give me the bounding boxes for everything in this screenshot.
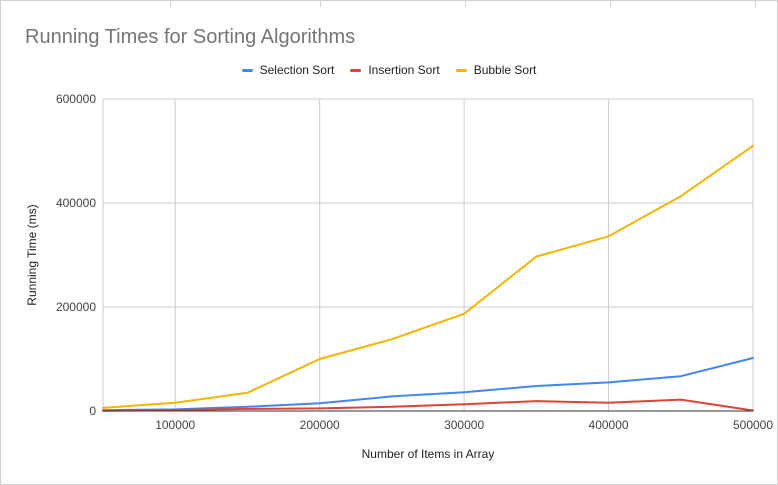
top-gridline-stub bbox=[465, 0, 466, 7]
chart-legend: Selection Sort Insertion Sort Bubble Sor… bbox=[0, 63, 778, 77]
legend-swatch bbox=[241, 68, 253, 72]
legend-label: Bubble Sort bbox=[473, 63, 537, 77]
y-tick-label: 600000 bbox=[56, 92, 96, 106]
x-tick-label: 300000 bbox=[444, 418, 484, 432]
legend-item-selection-sort[interactable]: Selection Sort bbox=[241, 63, 335, 77]
x-tick-label: 400000 bbox=[589, 418, 629, 432]
ticks: 0 200000 400000 600000 100000 200000 300000 400… bbox=[56, 92, 773, 432]
top-gridline-stub bbox=[755, 0, 756, 7]
x-axis-label: Number of Items in Array bbox=[362, 447, 495, 461]
y-tick-label: 0 bbox=[89, 404, 96, 418]
legend-label: Selection Sort bbox=[259, 63, 335, 77]
x-tick-label: 500000 bbox=[733, 418, 773, 432]
series-lines bbox=[102, 144, 754, 412]
legend-swatch bbox=[455, 68, 467, 72]
y-tick-label: 400000 bbox=[56, 196, 96, 210]
x-tick-label: 100000 bbox=[155, 418, 195, 432]
top-gridline-stub bbox=[610, 0, 611, 7]
y-tick-label: 200000 bbox=[56, 300, 96, 314]
legend-label: Insertion Sort bbox=[368, 63, 440, 77]
top-gridline-stub bbox=[320, 0, 321, 7]
series-line-selection-sort[interactable] bbox=[102, 357, 754, 412]
legend-item-bubble-sort[interactable]: Bubble Sort bbox=[455, 63, 537, 77]
y-axis-label: Running Time (ms) bbox=[25, 204, 39, 305]
legend-swatch bbox=[350, 68, 362, 72]
series-line-insertion-sort[interactable] bbox=[102, 398, 754, 412]
grid bbox=[102, 98, 754, 411]
legend-item-insertion-sort[interactable]: Insertion Sort bbox=[350, 63, 440, 77]
chart-title: Running Times for Sorting Algorithms bbox=[25, 26, 356, 48]
series-line-bubble-sort[interactable] bbox=[102, 144, 754, 409]
top-gridline-stub bbox=[170, 0, 171, 7]
x-tick-label: 200000 bbox=[300, 418, 340, 432]
